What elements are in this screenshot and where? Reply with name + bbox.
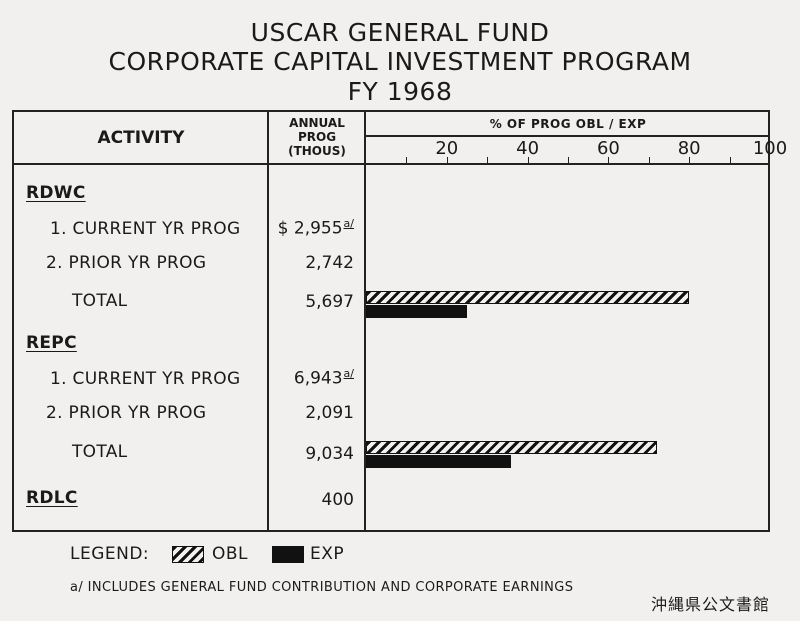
x-tick-mark (648, 157, 650, 163)
bar-obl-rdwc (366, 291, 690, 304)
column-header-annual-prog: ANNUAL PROG (THOUS) (288, 116, 346, 158)
chart-title-line-3: FY 1968 (347, 77, 453, 106)
row-value-rdlc: 400 (321, 490, 354, 510)
row-label-rdwc-total: TOTAL (72, 291, 128, 311)
row-value-repc-total: 9,034 (305, 444, 354, 464)
x-tick-label: 100 (752, 138, 788, 159)
legend-label: LEGEND: (70, 544, 150, 564)
row-label-rdwc-prior: 2. PRIOR YR PROG (46, 253, 207, 273)
x-tick-mark (689, 157, 691, 163)
x-tick-label: 80 (677, 138, 701, 159)
section-label-rdlc: RDLC (26, 488, 78, 508)
section-label-repc: REPC (26, 333, 77, 353)
footnote-marker: a/ (343, 367, 354, 380)
legend-text-exp: EXP (310, 544, 345, 564)
footnote-marker: a/ (343, 217, 354, 230)
x-tick-mark (446, 157, 448, 163)
legend-text-obl: OBL (212, 544, 249, 564)
x-tick-mark (527, 157, 529, 163)
header-divider (12, 163, 770, 165)
row-label-rdwc-current: 1. CURRENT YR PROG (50, 219, 241, 239)
row-value-rdwc-prior: 2,742 (305, 253, 354, 273)
pct-header-divider (366, 135, 770, 137)
footnote: a/ INCLUDES GENERAL FUND CONTRIBUTION AN… (70, 580, 574, 595)
bar-obl-repc (366, 441, 657, 454)
column-header-percent: % OF PROG OBL / EXP (489, 117, 647, 131)
legend-swatch-exp (272, 546, 304, 563)
legend-swatch-obl (172, 546, 204, 563)
row-value-rdwc-current: $ 2,955a/ (277, 217, 354, 239)
bar-exp-rdwc (366, 305, 467, 318)
x-tick-label: 40 (516, 138, 540, 159)
column-divider-annual (364, 110, 366, 532)
x-tick-mark (608, 157, 610, 163)
x-tick-mark (487, 157, 489, 163)
column-divider-activity (267, 110, 269, 532)
chart-title-line-1: USCAR GENERAL FUND (250, 18, 550, 47)
row-value-repc-current: 6,943a/ (293, 367, 354, 389)
row-label-repc-total: TOTAL (72, 442, 128, 462)
section-label-rdwc: RDWC (26, 183, 86, 203)
column-header-activity: ACTIVITY (97, 128, 185, 148)
row-label-repc-prior: 2. PRIOR YR PROG (46, 403, 207, 423)
row-value-rdwc-total: 5,697 (305, 292, 354, 312)
archive-stamp: 沖縄県公文書館 (650, 595, 770, 614)
x-tick-label: 20 (435, 138, 459, 159)
row-value-repc-prior: 2,091 (305, 403, 354, 423)
bar-exp-repc (366, 455, 512, 468)
x-tick-label: 60 (596, 138, 620, 159)
x-tick-mark (568, 157, 569, 163)
row-label-repc-current: 1. CURRENT YR PROG (50, 369, 241, 389)
x-tick-mark (729, 157, 731, 163)
chart-title-line-2: CORPORATE CAPITAL INVESTMENT PROGRAM (108, 47, 692, 76)
x-tick-mark (406, 157, 408, 163)
table-frame (12, 110, 770, 532)
